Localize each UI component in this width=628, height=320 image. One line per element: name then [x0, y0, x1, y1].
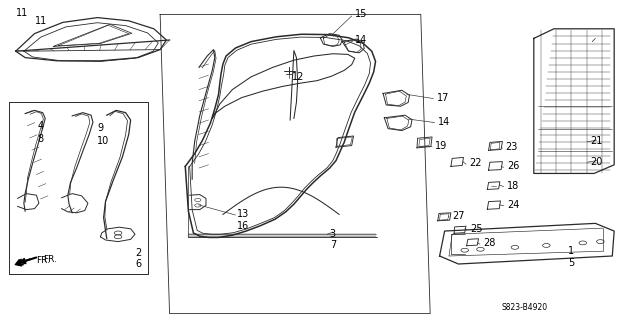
- Text: 7: 7: [330, 240, 336, 250]
- Text: 14: 14: [355, 35, 367, 45]
- Text: 5: 5: [568, 258, 575, 268]
- Text: 19: 19: [435, 140, 448, 151]
- Text: 13: 13: [237, 209, 250, 220]
- Text: 21: 21: [590, 136, 603, 146]
- Text: 26: 26: [507, 161, 520, 172]
- Text: 2: 2: [135, 248, 141, 258]
- Text: 9: 9: [97, 123, 104, 133]
- Text: 11: 11: [16, 8, 28, 18]
- Text: 27: 27: [452, 211, 465, 221]
- Text: 17: 17: [436, 92, 449, 103]
- Text: 20: 20: [590, 156, 603, 167]
- Text: FR.: FR.: [43, 255, 57, 264]
- Text: 14: 14: [438, 116, 451, 127]
- Text: 16: 16: [237, 220, 250, 231]
- Text: 24: 24: [507, 200, 520, 210]
- Text: 11: 11: [35, 16, 47, 26]
- Text: S823-B4920: S823-B4920: [501, 303, 547, 312]
- Text: 10: 10: [97, 136, 110, 146]
- Text: 3: 3: [330, 228, 336, 239]
- Text: FR.: FR.: [36, 256, 50, 265]
- Text: 8: 8: [38, 134, 44, 144]
- Text: 18: 18: [507, 180, 520, 191]
- FancyArrowPatch shape: [15, 259, 30, 266]
- Text: 22: 22: [470, 158, 482, 168]
- Text: 25: 25: [470, 224, 483, 234]
- Text: 28: 28: [484, 238, 496, 248]
- Text: 12: 12: [292, 72, 305, 82]
- Text: 1: 1: [568, 246, 575, 256]
- Text: 23: 23: [506, 142, 518, 152]
- Text: 4: 4: [38, 121, 44, 132]
- Text: 6: 6: [135, 259, 141, 269]
- Text: 15: 15: [355, 9, 367, 20]
